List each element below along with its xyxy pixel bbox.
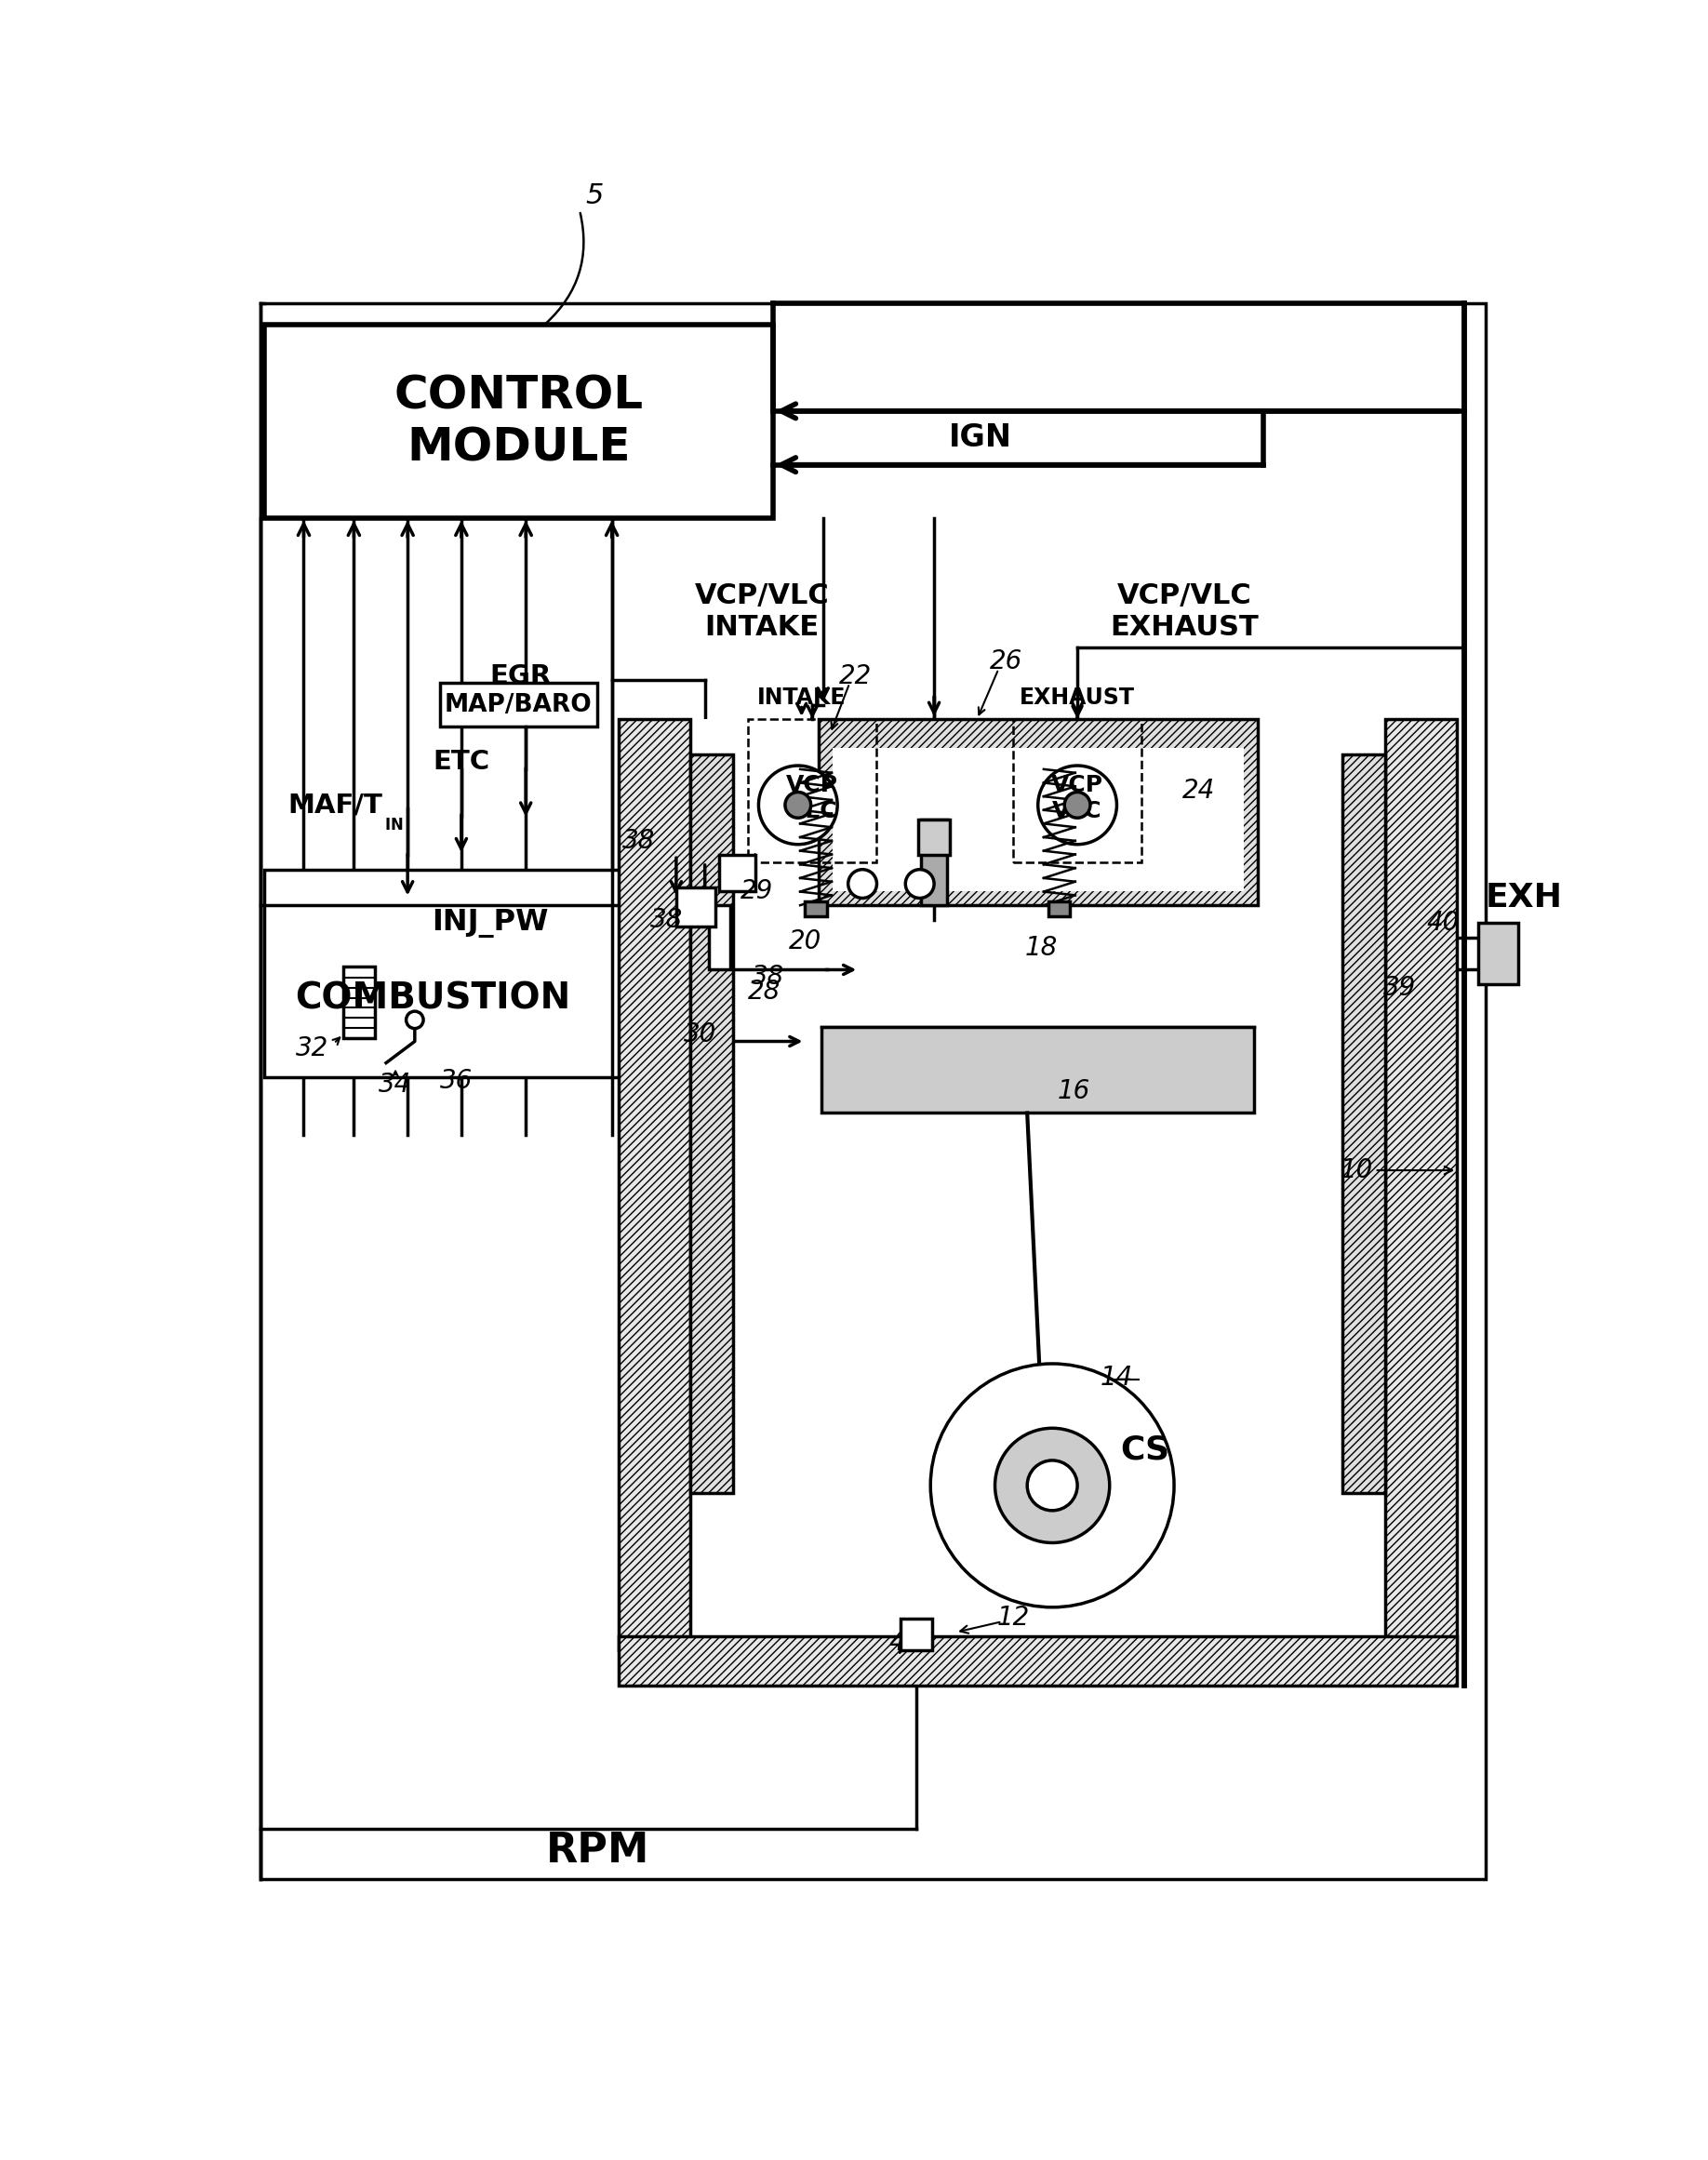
Bar xyxy=(1342,754,1385,1493)
Text: 24: 24 xyxy=(1182,778,1216,804)
Bar xyxy=(1013,719,1143,862)
Text: COMBUSTION: COMBUSTION xyxy=(295,981,570,1015)
Circle shape xyxy=(996,1428,1110,1542)
Text: INJ_PW: INJ_PW xyxy=(432,909,548,937)
Bar xyxy=(265,326,774,518)
Text: EGR: EGR xyxy=(490,663,552,689)
Bar xyxy=(265,870,702,1078)
Bar xyxy=(709,905,729,970)
Bar xyxy=(1049,901,1071,916)
Bar xyxy=(900,1618,933,1650)
Text: 30: 30 xyxy=(683,1022,716,1048)
Text: 29: 29 xyxy=(741,877,774,905)
Bar xyxy=(1385,719,1457,1650)
Text: 34: 34 xyxy=(379,1071,412,1097)
Text: 16: 16 xyxy=(1057,1078,1090,1104)
Bar xyxy=(304,877,676,970)
Text: VCP/VLC
EXHAUST: VCP/VLC EXHAUST xyxy=(1110,583,1259,642)
Circle shape xyxy=(786,793,811,819)
Bar xyxy=(441,683,598,726)
Text: 18: 18 xyxy=(1025,935,1057,961)
Circle shape xyxy=(758,765,837,845)
Text: 5: 5 xyxy=(586,184,605,210)
Text: 40: 40 xyxy=(1426,909,1459,935)
Bar xyxy=(719,855,755,890)
Text: 26: 26 xyxy=(989,648,1021,674)
Text: EXHAUST: EXHAUST xyxy=(1020,687,1136,708)
Text: 42: 42 xyxy=(890,1631,922,1657)
Circle shape xyxy=(1027,1460,1078,1510)
Bar xyxy=(804,901,827,916)
Text: CS: CS xyxy=(1120,1434,1170,1464)
Text: 14: 14 xyxy=(1100,1365,1132,1391)
Bar xyxy=(690,754,733,1493)
Text: 28: 28 xyxy=(748,978,781,1004)
Text: VCP
VLC: VCP VLC xyxy=(786,773,839,823)
Bar xyxy=(832,747,1243,890)
Text: 32: 32 xyxy=(295,1035,330,1061)
Bar xyxy=(748,719,876,862)
Circle shape xyxy=(1064,793,1090,819)
Bar xyxy=(818,719,1257,905)
Bar xyxy=(618,1635,1457,1687)
Text: RPM: RPM xyxy=(545,1832,649,1871)
Text: ETC: ETC xyxy=(432,750,490,775)
Text: MAP/BARO: MAP/BARO xyxy=(444,693,593,717)
Circle shape xyxy=(407,1011,424,1028)
Circle shape xyxy=(849,870,876,899)
Text: EXH: EXH xyxy=(1486,881,1563,914)
Text: 22: 22 xyxy=(839,663,871,689)
Bar xyxy=(921,819,946,905)
Bar xyxy=(822,1026,1254,1112)
Text: MAF/T: MAF/T xyxy=(287,793,383,819)
Bar xyxy=(690,719,1385,1635)
Text: 10: 10 xyxy=(1341,1158,1373,1184)
Text: INTAKE: INTAKE xyxy=(757,687,845,708)
Text: VCP
VLC: VCP VLC xyxy=(1052,773,1103,823)
Circle shape xyxy=(931,1363,1173,1607)
Bar xyxy=(1479,922,1518,985)
Text: 38: 38 xyxy=(752,963,784,989)
Text: 39: 39 xyxy=(1383,974,1416,1000)
Bar xyxy=(618,719,690,1650)
Bar xyxy=(676,888,716,927)
Text: VCP/VLC
INTAKE: VCP/VLC INTAKE xyxy=(695,583,830,642)
Text: CONTROL
MODULE: CONTROL MODULE xyxy=(395,374,644,471)
Text: 12: 12 xyxy=(996,1605,1030,1631)
Text: 36: 36 xyxy=(441,1067,473,1093)
Bar xyxy=(919,819,950,855)
Text: IGN: IGN xyxy=(948,421,1011,454)
Circle shape xyxy=(905,870,934,899)
Text: 20: 20 xyxy=(789,929,822,955)
Text: $_\mathregular{IN}$: $_\mathregular{IN}$ xyxy=(384,810,403,832)
Circle shape xyxy=(1038,765,1117,845)
Bar xyxy=(343,966,376,1037)
Text: 38: 38 xyxy=(622,827,654,853)
Text: 38: 38 xyxy=(651,907,683,933)
